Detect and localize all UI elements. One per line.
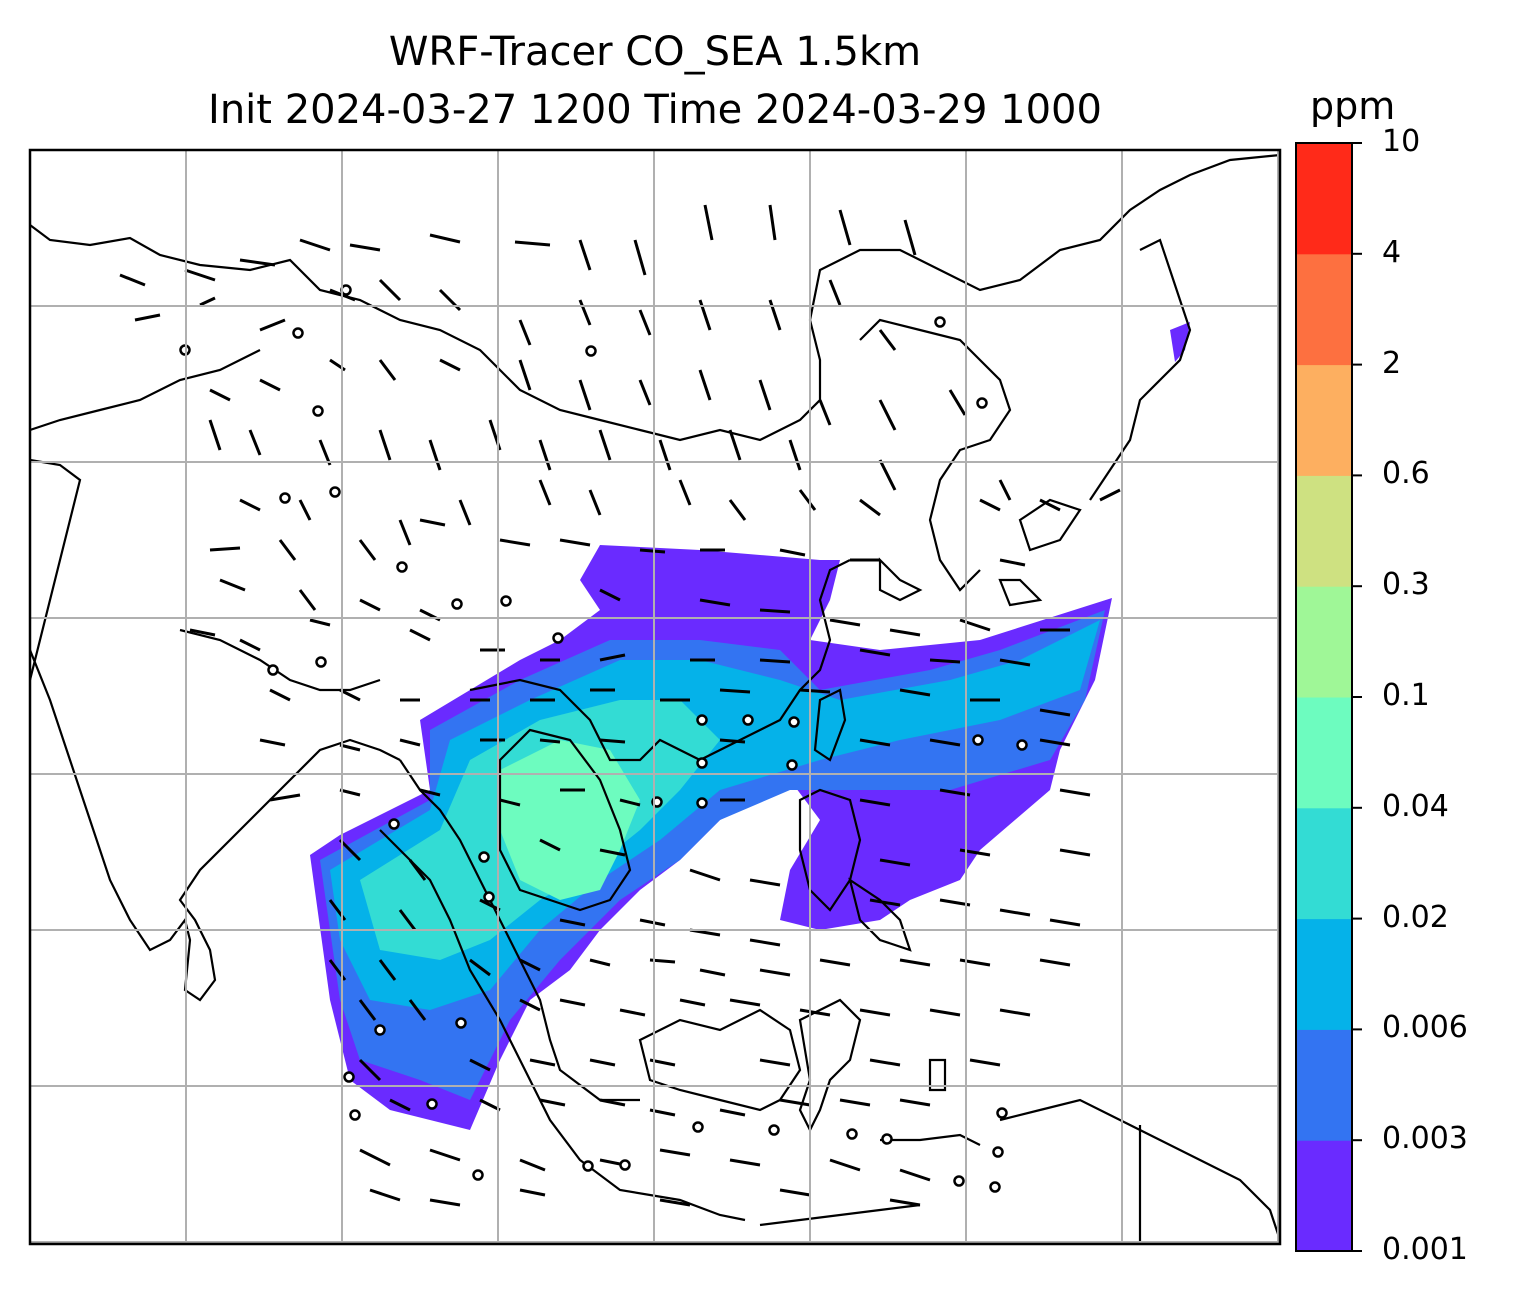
colorbar-tick-label: 0.1 <box>1382 678 1430 713</box>
tracer-concentration-field <box>310 322 1190 1130</box>
map-title-line1: WRF-Tracer CO_SEA 1.5km <box>388 29 922 75</box>
colorbar-segment <box>1296 253 1352 366</box>
colorbar-segment <box>1296 143 1352 255</box>
colorbar-tick-label: 0.6 <box>1382 456 1430 492</box>
colorbar-tick-label: 0.04 <box>1382 788 1449 824</box>
colorbar-frame <box>1295 142 1353 1252</box>
colorbar-segment <box>1296 586 1352 698</box>
colorbar-tick-label: 0.3 <box>1382 567 1430 603</box>
graticule <box>30 150 1280 1244</box>
map-title-line2: Init 2024-03-27 1200 Time 2024-03-29 100… <box>208 87 1102 133</box>
colorbar-segment <box>1296 918 1352 1030</box>
colorbar-segment <box>1296 1029 1352 1141</box>
colorbar-segment <box>1296 697 1352 809</box>
colorbar-segment <box>1296 475 1352 587</box>
map-frame <box>28 148 1282 1246</box>
tracer-patch-north <box>1170 322 1190 362</box>
colorbar-segment <box>1296 364 1352 476</box>
coastlines <box>30 153 1280 1244</box>
colorbar-tick-label: 0.02 <box>1382 899 1449 935</box>
colorbar-unit: ppm <box>1310 84 1396 128</box>
colorbar-segment <box>1296 1140 1352 1252</box>
colorbar <box>1296 142 1362 1252</box>
colorbar-segment <box>1296 807 1352 920</box>
colorbar-tick-label: 2 <box>1382 345 1402 381</box>
tracer-level-5 <box>500 740 640 900</box>
colorbar-tick-label: 0.003 <box>1382 1121 1468 1157</box>
colorbar-tick-label: 10 <box>1382 124 1421 159</box>
map-plot-area <box>30 150 1280 1244</box>
colorbar-tick-label: 0.001 <box>1382 1232 1468 1267</box>
wind-barbs <box>119 204 1121 1207</box>
colorbar-tick-label: 4 <box>1382 234 1402 270</box>
colorbar-tick-label: 0.006 <box>1382 1010 1468 1046</box>
calm-wind-markers <box>179 284 1028 1193</box>
